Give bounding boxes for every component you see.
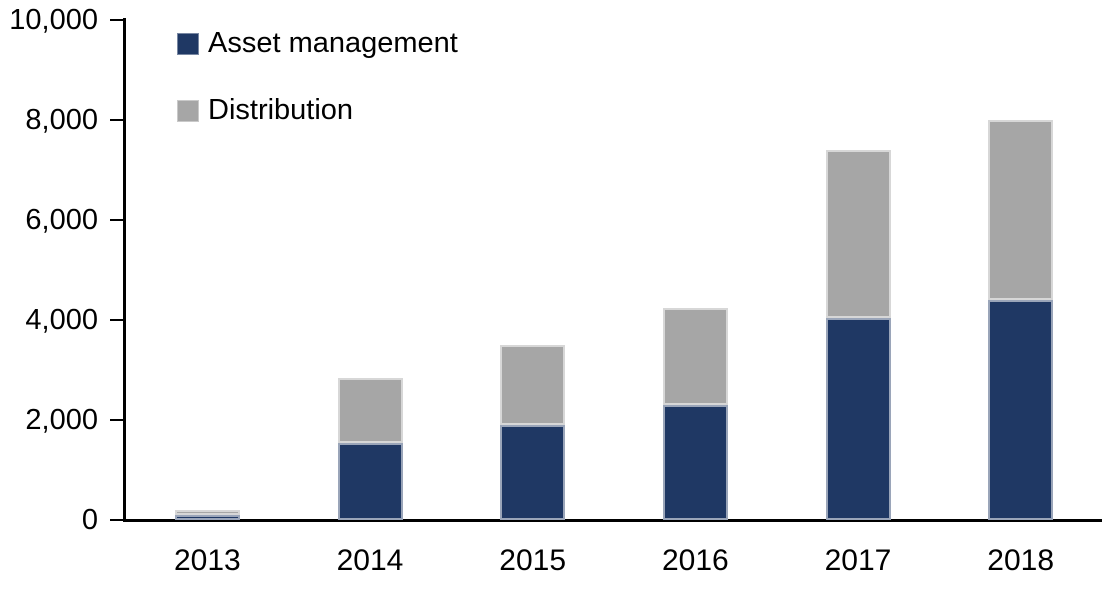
- y-axis-tick: [110, 119, 124, 121]
- y-axis-label: 10,000: [9, 4, 98, 36]
- x-axis-label-2015: 2015: [499, 544, 567, 577]
- y-axis-label: 6,000: [25, 204, 98, 236]
- y-axis-tick: [110, 519, 124, 521]
- y-axis-tick: [110, 19, 124, 21]
- bar-segment-2018-asset-management: [988, 300, 1054, 520]
- y-axis-label: 0: [81, 504, 98, 536]
- bar-segment-2013-asset-management: [174, 515, 240, 520]
- bar-segment-2017-distribution: [825, 150, 891, 318]
- y-axis-label: 4,000: [25, 304, 98, 336]
- bar-segment-2014-distribution: [337, 377, 403, 443]
- bar-segment-2018-distribution: [988, 120, 1054, 300]
- bar-segment-2016-asset-management: [662, 405, 728, 520]
- y-axis-tick: [110, 419, 124, 421]
- y-axis-tick: [110, 219, 124, 221]
- y-axis-label: 2,000: [25, 404, 98, 436]
- bar-segment-2013-distribution: [174, 510, 240, 515]
- legend-swatch-asset-management: [177, 32, 199, 55]
- legend-item-distribution: Distribution: [177, 94, 353, 127]
- bar-segment-2015-asset-management: [500, 425, 566, 520]
- x-axis-line: [123, 519, 1102, 522]
- x-axis-label-2014: 2014: [336, 544, 404, 577]
- y-axis-tick: [110, 319, 124, 321]
- legend-item-asset-management: Asset management: [177, 27, 458, 60]
- bar-segment-2016-distribution: [662, 307, 728, 405]
- legend-label-distribution: Distribution: [208, 94, 354, 126]
- y-axis-line: [123, 18, 126, 522]
- legend: Asset management Distribution: [177, 27, 597, 157]
- legend-label-asset-management: Asset management: [208, 27, 458, 59]
- y-axis-label: 8,000: [25, 104, 98, 136]
- x-axis-label-2013: 2013: [173, 544, 241, 577]
- x-axis-label-2018: 2018: [987, 544, 1055, 577]
- x-axis-label-2016: 2016: [661, 544, 729, 577]
- legend-swatch-distribution: [177, 99, 199, 122]
- bar-segment-2017-asset-management: [825, 317, 891, 520]
- bar-segment-2015-distribution: [500, 345, 566, 425]
- bar-segment-2014-asset-management: [337, 442, 403, 520]
- plot-area: [126, 20, 1102, 520]
- x-axis-label-2017: 2017: [824, 544, 892, 577]
